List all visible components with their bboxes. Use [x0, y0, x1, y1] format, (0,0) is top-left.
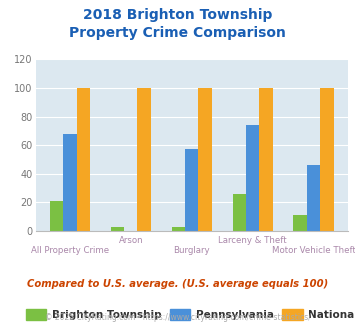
Text: Property Crime Comparison: Property Crime Comparison: [69, 26, 286, 40]
Text: Motor Vehicle Theft: Motor Vehicle Theft: [272, 246, 355, 255]
Bar: [307, 165, 320, 231]
Bar: [111, 227, 124, 231]
Text: Larceny & Theft: Larceny & Theft: [218, 236, 287, 245]
Bar: [185, 149, 198, 231]
Text: © 2025 CityRating.com - https://www.cityrating.com/crime-statistics/: © 2025 CityRating.com - https://www.city…: [45, 314, 310, 322]
Bar: [171, 227, 185, 231]
Text: All Property Crime: All Property Crime: [31, 246, 109, 255]
Bar: [50, 201, 63, 231]
Legend: Brighton Township, Pennsylvania, National: Brighton Township, Pennsylvania, Nationa…: [21, 305, 355, 324]
Text: Burglary: Burglary: [173, 246, 210, 255]
Bar: [77, 88, 90, 231]
Bar: [137, 88, 151, 231]
Text: Compared to U.S. average. (U.S. average equals 100): Compared to U.S. average. (U.S. average …: [27, 279, 328, 289]
Text: 2018 Brighton Township: 2018 Brighton Township: [83, 8, 272, 22]
Bar: [320, 88, 334, 231]
Bar: [198, 88, 212, 231]
Bar: [63, 134, 77, 231]
Bar: [260, 88, 273, 231]
Bar: [246, 125, 260, 231]
Bar: [294, 215, 307, 231]
Bar: [233, 194, 246, 231]
Text: Arson: Arson: [119, 236, 143, 245]
